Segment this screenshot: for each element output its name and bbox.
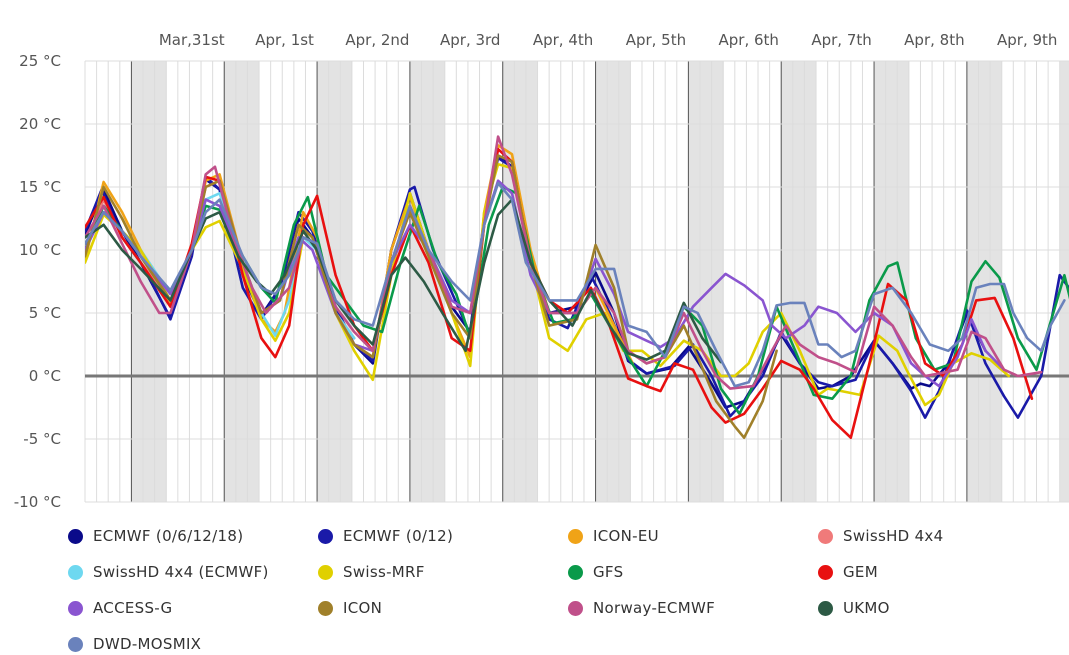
legend-marker (68, 600, 83, 616)
y-axis-ticks: 25 °C 20 °C 15 °C 10 °C 5 °C 0 °C -5 °C -10 °C (14, 52, 61, 511)
y-tick-label: -5 °C (23, 430, 61, 448)
legend-label: SwissHD 4x4 (ECMWF) (93, 563, 269, 581)
legend-marker (818, 528, 833, 544)
legend-marker (568, 528, 583, 544)
legend-marker (568, 600, 583, 616)
legend-marker (818, 564, 833, 580)
legend-item[interactable]: SwissHD 4x4 (ECMWF) (68, 561, 269, 583)
y-tick-label: 20 °C (19, 115, 61, 133)
legend-marker (318, 528, 333, 544)
legend-item[interactable]: GEM (818, 561, 878, 583)
x-axis-ticks: Mar,31st Apr, 1st Apr, 2nd Apr, 3rd Apr, 4th… (159, 31, 1058, 49)
legend-item[interactable]: Swiss-MRF (318, 561, 425, 583)
x-tick-label: Apr, 8th (904, 31, 964, 49)
x-tick-label: Apr, 1st (255, 31, 314, 49)
legend-item[interactable]: ICON (318, 597, 382, 619)
legend: ECMWF (0/6/12/18) ECMWF (0/12) ICON-EU Swis… (0, 518, 1069, 655)
y-tick-label: 15 °C (19, 178, 61, 196)
legend-marker (318, 600, 333, 616)
night-band (595, 61, 631, 502)
series-line (85, 135, 1043, 390)
legend-label: ICON (343, 599, 383, 617)
legend-marker (568, 564, 583, 580)
legend-label: Norway-ECMWF (593, 599, 716, 617)
series-lines (85, 135, 1069, 440)
legend-label: GEM (843, 563, 878, 581)
legend-item[interactable]: Norway-ECMWF (568, 597, 715, 619)
x-tick-label: Mar,31st (159, 31, 225, 49)
legend-label: ECMWF (0/6/12/18) (93, 527, 244, 545)
x-tick-label: Apr, 9th (997, 31, 1057, 49)
y-tick-label: -10 °C (14, 493, 61, 511)
x-tick-label: Apr, 2nd (345, 31, 409, 49)
legend-marker (818, 600, 833, 616)
legend-item[interactable]: ICON-EU (568, 525, 659, 547)
x-tick-label: Apr, 5th (626, 31, 686, 49)
legend-marker (68, 564, 83, 580)
legend-item[interactable]: UKMO (818, 597, 890, 619)
x-tick-label: Apr, 4th (533, 31, 593, 49)
y-tick-label: 5 °C (29, 304, 61, 322)
night-band (781, 61, 817, 502)
legend-item[interactable]: ECMWF (0/6/12/18) (68, 525, 243, 547)
x-tick-label: Apr, 6th (719, 31, 779, 49)
horizontal-grid (85, 60, 1069, 503)
x-tick-label: Apr, 7th (811, 31, 871, 49)
legend-item[interactable]: ACCESS-G (68, 597, 172, 619)
legend-item[interactable]: SwissHD 4x4 (818, 525, 943, 547)
legend-marker (318, 564, 333, 580)
legend-marker (68, 636, 83, 652)
legend-label: UKMO (843, 599, 890, 617)
night-band (502, 61, 539, 502)
legend-label: DWD-MOSMIX (93, 635, 202, 653)
legend-label: ECMWF (0/12) (343, 527, 454, 545)
y-tick-label: 0 °C (29, 367, 61, 385)
y-tick-label: 10 °C (19, 241, 61, 259)
legend-label: Swiss-MRF (343, 563, 425, 581)
legend-marker (68, 528, 83, 544)
legend-item[interactable]: DWD-MOSMIX (68, 633, 201, 655)
legend-item[interactable]: GFS (568, 561, 623, 583)
series-line (85, 147, 1034, 440)
legend-label: ACCESS-G (93, 599, 173, 617)
legend-label: SwissHD 4x4 (843, 527, 944, 545)
series-line (85, 154, 778, 440)
legend-label: GFS (593, 563, 624, 581)
y-tick-label: 25 °C (19, 52, 61, 70)
series-line (85, 181, 1066, 388)
legend-item[interactable]: ECMWF (0/12) (318, 525, 453, 547)
x-tick-label: Apr, 3rd (440, 31, 500, 49)
legend-label: ICON-EU (593, 527, 659, 545)
night-band (317, 61, 353, 502)
series-line (85, 198, 723, 364)
